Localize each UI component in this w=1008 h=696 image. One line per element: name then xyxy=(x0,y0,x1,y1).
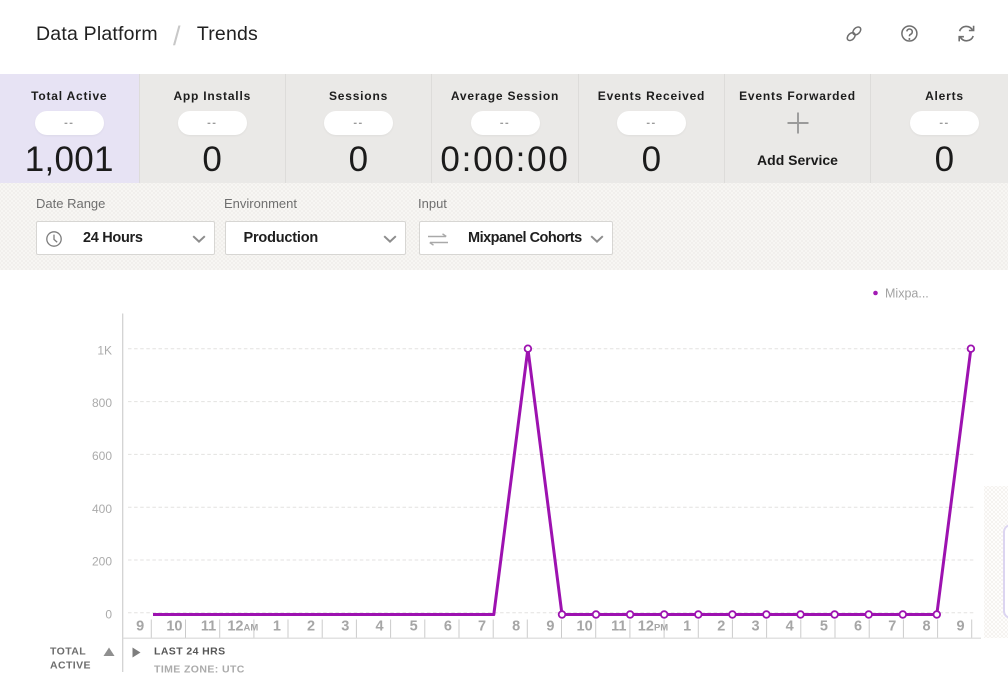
svg-text:10: 10 xyxy=(577,619,593,635)
svg-text:4: 4 xyxy=(786,619,794,635)
svg-text:3: 3 xyxy=(751,619,759,635)
svg-text:11: 11 xyxy=(201,619,216,635)
svg-text:12PM: 12PM xyxy=(638,619,668,635)
svg-text:9: 9 xyxy=(136,619,144,635)
svg-text:5: 5 xyxy=(410,619,418,635)
svg-text:ACTIVE: ACTIVE xyxy=(50,660,91,672)
svg-text:200: 200 xyxy=(92,555,112,569)
svg-text:LAST 24 HRS: LAST 24 HRS xyxy=(154,646,226,658)
svg-text:800: 800 xyxy=(92,396,112,410)
svg-text:TOTAL: TOTAL xyxy=(50,646,86,658)
svg-text:4: 4 xyxy=(375,619,383,635)
svg-text:TIME ZONE: UTC: TIME ZONE: UTC xyxy=(154,664,245,676)
svg-text:9: 9 xyxy=(957,619,965,635)
svg-text:0: 0 xyxy=(105,607,112,621)
svg-text:6: 6 xyxy=(854,619,862,635)
svg-text:6: 6 xyxy=(444,619,452,635)
svg-text:1: 1 xyxy=(683,619,691,635)
svg-text:2: 2 xyxy=(717,619,725,635)
svg-text:7: 7 xyxy=(478,619,486,635)
svg-text:11: 11 xyxy=(611,619,626,635)
svg-text:10: 10 xyxy=(166,619,182,635)
svg-text:1: 1 xyxy=(273,619,281,635)
svg-text:7: 7 xyxy=(888,619,896,635)
svg-text:8: 8 xyxy=(512,619,520,635)
svg-text:12AM: 12AM xyxy=(227,619,258,635)
svg-text:1K: 1K xyxy=(97,343,112,357)
svg-text:9: 9 xyxy=(546,619,554,635)
svg-text:2: 2 xyxy=(307,619,315,635)
svg-text:Mixpa...: Mixpa... xyxy=(885,287,929,301)
svg-text:3: 3 xyxy=(341,619,349,635)
svg-text:600: 600 xyxy=(92,449,112,463)
svg-text:400: 400 xyxy=(92,502,112,516)
svg-text:8: 8 xyxy=(922,619,930,635)
svg-text:5: 5 xyxy=(820,619,828,635)
